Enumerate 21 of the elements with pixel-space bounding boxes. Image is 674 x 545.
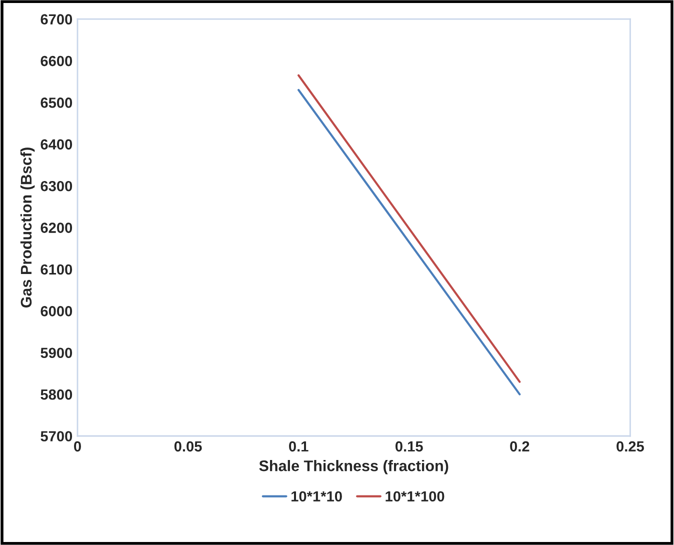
x-tick-label: 0.25 (616, 441, 644, 452)
y-tick-label: 5800 (40, 389, 72, 400)
y-tick-label: 6100 (40, 264, 72, 275)
y-tick-label: 6700 (40, 14, 72, 25)
legend-label: 10*1*10 (292, 491, 342, 502)
x-tick-label: 0.2 (510, 441, 530, 452)
y-tick-label: 6200 (40, 222, 72, 233)
y-tick-label: 6300 (40, 180, 72, 192)
x-tick-label: 0.15 (396, 441, 423, 452)
x-tick-label: 0.1 (289, 441, 308, 452)
x-tick-label: 0.05 (174, 441, 202, 452)
y-tick-label: 6400 (40, 139, 72, 150)
y-tick-label: 6600 (40, 56, 72, 66)
y-axis-title: Gas Production (Bscf) (20, 148, 35, 308)
y-tick-label: 6000 (40, 306, 72, 316)
y-tick-label: 6500 (40, 98, 72, 108)
legend-label: 10*1*100 (386, 491, 444, 502)
y-tick-label: 5900 (40, 348, 72, 358)
x-tick-label: 0 (74, 441, 81, 452)
x-axis-title: Shale Thickness (fraction) (259, 460, 448, 474)
y-tick-label: 5700 (40, 431, 72, 442)
